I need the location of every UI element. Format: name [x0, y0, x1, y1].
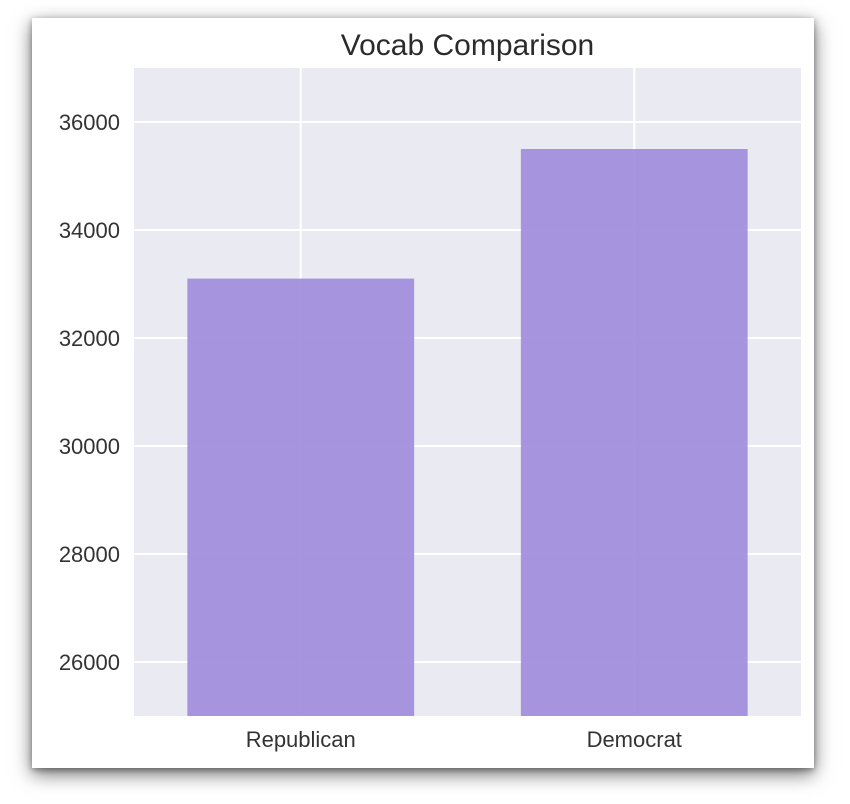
x-tick-label-democrat: Democrat: [587, 727, 682, 752]
bar-democrat: [520, 149, 748, 716]
chart-card: Vocab Comparison 26000 28000 30000 32000 340…: [32, 18, 814, 768]
y-tick-label: 26000: [59, 650, 120, 675]
vocab-comparison-chart: Vocab Comparison 26000 28000 30000 32000 340…: [59, 29, 801, 752]
y-axis-ticks: 26000 28000 30000 32000 34000 36000: [59, 110, 120, 675]
chart-title: Vocab Comparison: [341, 29, 594, 62]
y-tick-label: 36000: [59, 110, 120, 135]
y-tick-label: 34000: [59, 218, 120, 243]
bars: [187, 149, 748, 716]
y-tick-label: 32000: [59, 326, 120, 351]
x-axis-ticks: Republican Democrat: [246, 727, 682, 752]
x-tick-label-republican: Republican: [246, 727, 356, 752]
y-tick-label: 28000: [59, 542, 120, 567]
bar-republican: [187, 278, 415, 716]
y-tick-label: 30000: [59, 434, 120, 459]
